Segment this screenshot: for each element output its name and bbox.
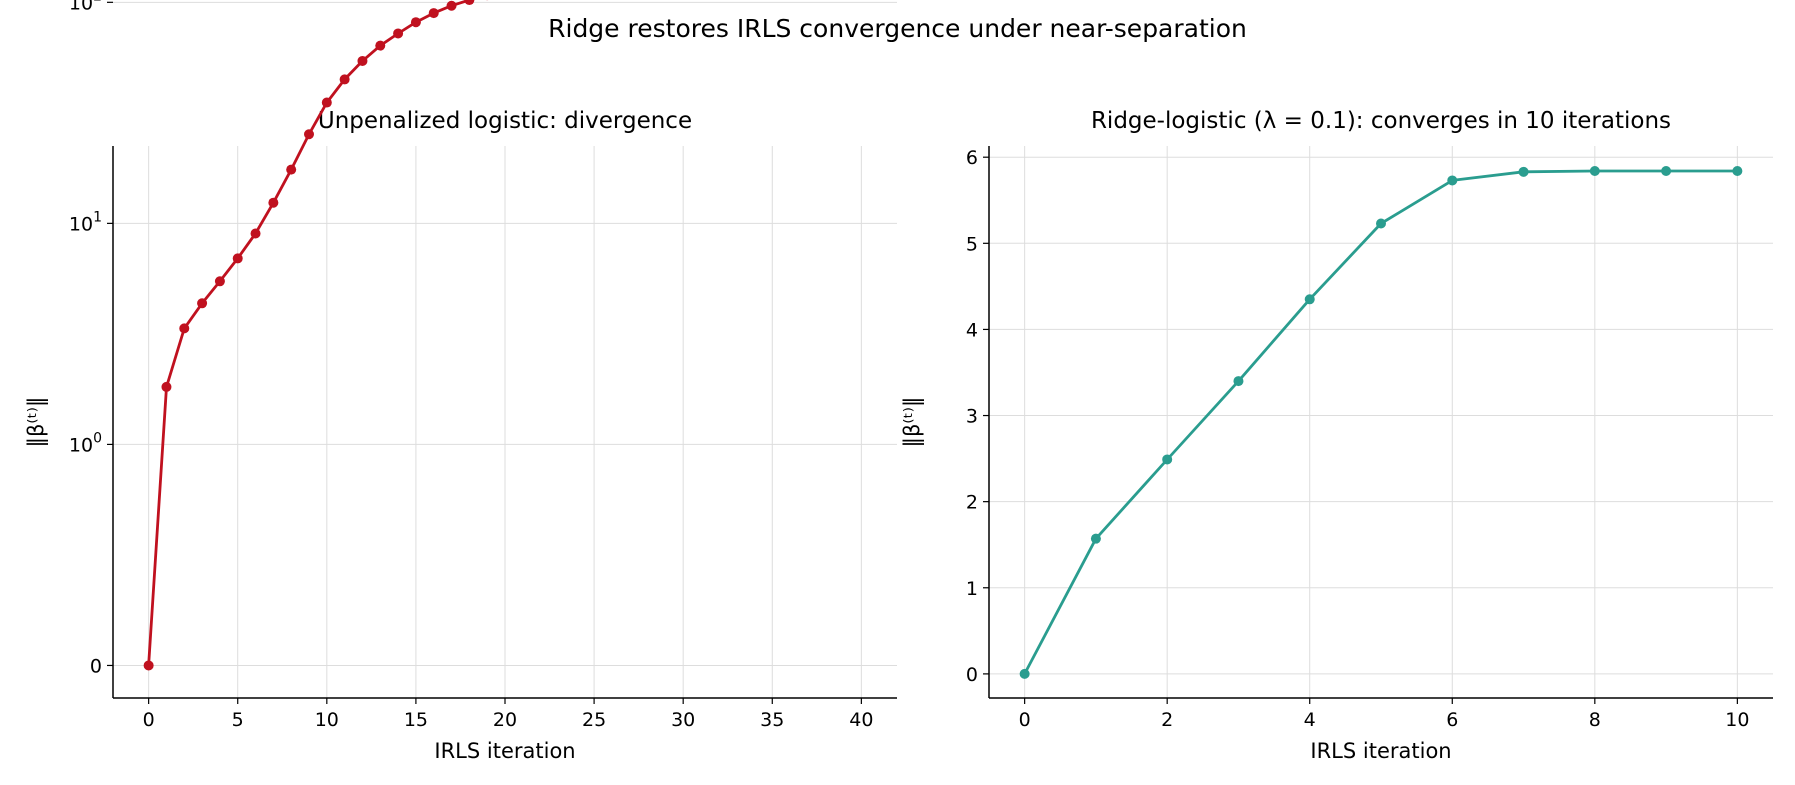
series-line bbox=[147, 0, 475, 666]
series-line bbox=[1023, 169, 1738, 675]
data-point bbox=[1233, 376, 1244, 387]
data-point bbox=[250, 228, 261, 239]
x-tick-label: 0 bbox=[143, 709, 155, 731]
data-point bbox=[1589, 165, 1600, 176]
y-tick-label: 6 bbox=[966, 147, 978, 169]
data-point bbox=[357, 55, 368, 66]
x-tick-label: 15 bbox=[404, 709, 428, 731]
data-point bbox=[286, 164, 297, 175]
y-tick-label: 3 bbox=[966, 406, 978, 428]
data-point bbox=[1304, 294, 1315, 305]
data-point bbox=[161, 381, 172, 392]
x-tick-label: 25 bbox=[582, 709, 606, 731]
data-point bbox=[214, 276, 225, 287]
data-point bbox=[1518, 166, 1529, 177]
y-tick-label: 100 bbox=[69, 430, 102, 456]
chart-title: Ridge-logistic (λ = 0.1): converges in 1… bbox=[1091, 108, 1671, 134]
data-point bbox=[375, 40, 386, 51]
data-point bbox=[143, 660, 154, 671]
chart-panel-2: 0 2 4 6 8 10 0 1 2 3 4 5 6 Ridge-logistic (λ = 0.1): … bbox=[900, 108, 1773, 763]
x-tick-label: 8 bbox=[1589, 709, 1601, 731]
y-axis-label: ‖β⁽ᵗ⁾‖ bbox=[900, 397, 925, 448]
data-point bbox=[464, 0, 475, 6]
x-axis-label: IRLS iteration bbox=[434, 739, 575, 763]
data-point bbox=[410, 17, 421, 28]
data-point bbox=[321, 97, 332, 108]
x-tick-label: 35 bbox=[760, 709, 784, 731]
data-point bbox=[232, 253, 243, 264]
data-point bbox=[268, 197, 279, 208]
data-point bbox=[1376, 218, 1386, 229]
data-point bbox=[1661, 165, 1672, 176]
x-tick-label: 5 bbox=[232, 709, 244, 731]
y-tick-label: 102 bbox=[69, 0, 102, 14]
x-tick-label: 6 bbox=[1446, 709, 1458, 731]
data-point bbox=[304, 129, 314, 140]
x-tick-label: 4 bbox=[1304, 709, 1316, 731]
x-tick-label: 10 bbox=[1725, 709, 1749, 731]
y-tick-label: 4 bbox=[966, 319, 978, 341]
y-tick-label: 2 bbox=[966, 492, 978, 514]
y-tick-label: 0 bbox=[90, 655, 102, 677]
data-point bbox=[179, 323, 190, 334]
data-point bbox=[1447, 175, 1458, 186]
y-tick-label: 5 bbox=[966, 233, 978, 255]
x-tick-label: 30 bbox=[671, 709, 695, 731]
data-point bbox=[339, 74, 350, 85]
data-point bbox=[393, 28, 404, 39]
data-point bbox=[1162, 454, 1173, 465]
x-tick-label: 20 bbox=[493, 709, 517, 731]
data-point bbox=[1019, 668, 1030, 679]
data-point bbox=[446, 0, 457, 11]
data-point bbox=[1090, 533, 1101, 544]
y-tick-label: 0 bbox=[966, 664, 978, 686]
x-tick-label: 0 bbox=[1019, 709, 1031, 731]
data-point bbox=[428, 8, 439, 19]
chart-panel-1: 0 5 10 15 20 25 30 35 40 0 100 101 102 Unpenalized lo… bbox=[24, 0, 897, 763]
x-tick-label: 10 bbox=[315, 709, 339, 731]
data-point bbox=[1732, 165, 1743, 176]
x-axis-label: IRLS iteration bbox=[1310, 739, 1451, 763]
y-tick-label: 1 bbox=[966, 578, 978, 600]
x-tick-label: 2 bbox=[1161, 709, 1173, 731]
x-tick-label: 40 bbox=[849, 709, 873, 731]
y-axis-label: ‖β⁽ᵗ⁾‖ bbox=[24, 397, 49, 448]
data-point bbox=[197, 298, 208, 309]
chart-title: Unpenalized logistic: divergence bbox=[318, 108, 692, 134]
figure-title: Ridge restores IRLS convergence under ne… bbox=[548, 14, 1247, 43]
y-tick-label: 101 bbox=[69, 209, 102, 235]
